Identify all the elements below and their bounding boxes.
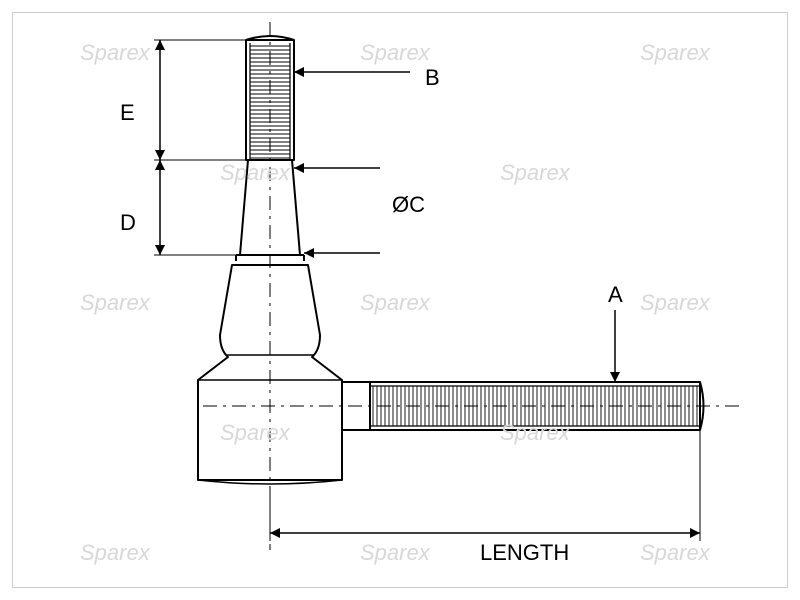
label-b: B xyxy=(425,65,440,91)
diagram-svg xyxy=(0,0,800,600)
label-c: ØC xyxy=(392,192,425,218)
label-d: D xyxy=(120,210,136,236)
label-length: LENGTH xyxy=(480,540,569,566)
label-e: E xyxy=(120,100,135,126)
label-a: A xyxy=(608,282,623,308)
